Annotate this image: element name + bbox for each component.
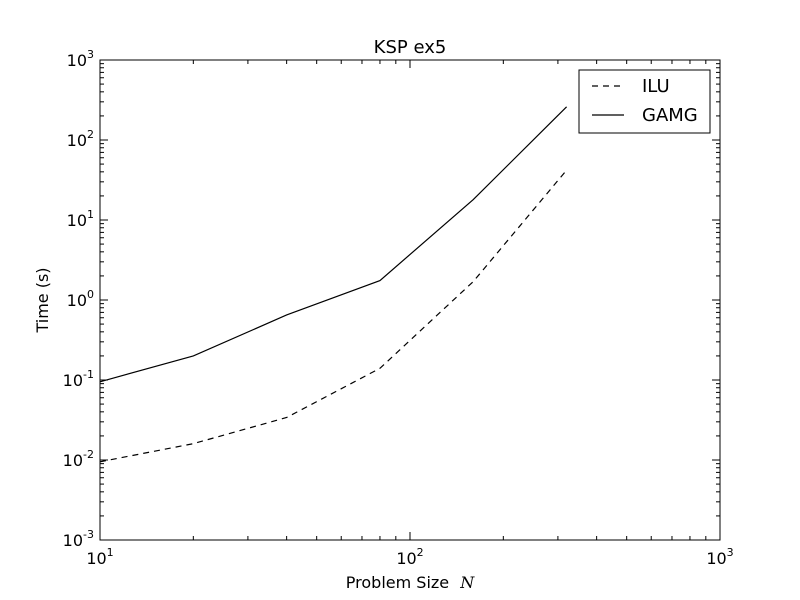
y-tick-label-exp: 0: [87, 288, 94, 301]
x-axis-label-symbol: N: [459, 573, 475, 592]
series-layer: [99, 106, 568, 463]
x-axis-label-text: Problem Size: [346, 573, 449, 592]
y-tick-label: 101: [67, 208, 94, 230]
y-tick-label-exp: -2: [83, 448, 94, 461]
x-tick-label: 103: [706, 546, 733, 568]
legend-label-ilu: ILU: [642, 76, 670, 97]
x-tick-label-base: 10: [706, 549, 726, 568]
y-tick-label: 102: [67, 128, 94, 150]
y-tick-label: 10-1: [63, 368, 94, 390]
y-tick-label-base: 10: [67, 131, 87, 150]
x-tick-label-exp: 3: [727, 546, 734, 559]
x-axis-label: Problem Size N: [346, 573, 475, 592]
legend: ILU GAMG: [578, 69, 711, 134]
x-tick-label-base: 10: [396, 549, 416, 568]
chart-title: KSP ex5: [374, 37, 447, 58]
series-line-gamg: [99, 106, 568, 383]
y-axis-label: Time (s): [33, 267, 52, 333]
y-tick-label: 10-3: [63, 528, 94, 550]
y-tick-label-base: 10: [63, 451, 83, 470]
y-tick-label-exp: 1: [87, 208, 94, 221]
y-tick-label-base: 10: [63, 531, 83, 550]
y-tick-label-base: 10: [67, 211, 87, 230]
y-tick-label-exp: -3: [83, 528, 94, 541]
legend-box: [578, 69, 711, 134]
y-tick-label-exp: 2: [87, 128, 94, 141]
y-tick-label: 10-2: [63, 448, 94, 470]
legend-label-gamg: GAMG: [642, 105, 698, 126]
x-tick-label-exp: 1: [107, 546, 114, 559]
y-tick-label-exp: -1: [83, 368, 94, 381]
y-tick-label-base: 10: [63, 371, 83, 390]
x-tick-label-base: 10: [86, 549, 106, 568]
y-tick-label-base: 10: [67, 51, 87, 70]
x-tick-label-exp: 2: [417, 546, 424, 559]
y-tick-label: 100: [67, 288, 94, 310]
x-tick-label: 102: [396, 546, 423, 568]
series-line-ilu: [99, 169, 568, 463]
y-tick-label-exp: 3: [87, 48, 94, 61]
y-tick-label-base: 10: [67, 291, 87, 310]
x-tick-label: 101: [86, 546, 113, 568]
y-tick-label: 103: [67, 48, 94, 70]
